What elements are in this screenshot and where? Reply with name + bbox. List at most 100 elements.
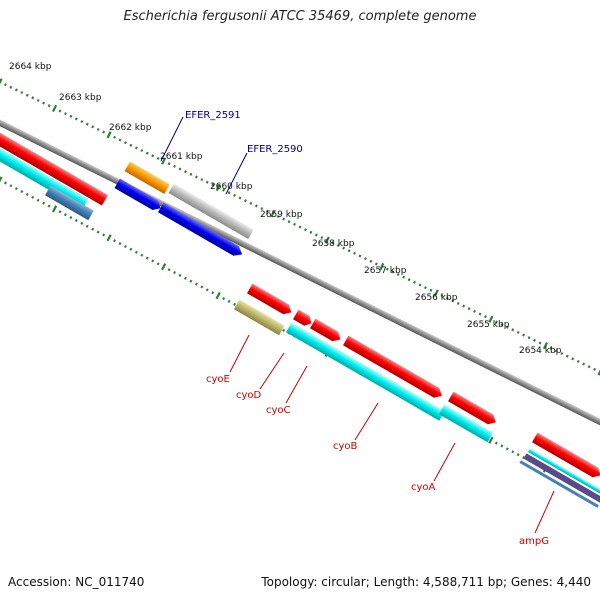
minor-tick: [113, 239, 116, 243]
major-tick: [379, 262, 385, 271]
tick-label: 2656 kbp: [415, 293, 458, 303]
minor-tick: [189, 279, 193, 283]
feature-cyan-2: [439, 404, 493, 443]
minor-tick: [233, 193, 236, 197]
minor-tick: [58, 210, 62, 214]
minor-tick: [124, 244, 127, 249]
minor-tick: [287, 220, 291, 224]
minor-tick: [533, 338, 536, 342]
minor-tick: [74, 218, 78, 222]
accession-value: NC_011740: [75, 575, 145, 589]
minor-tick: [145, 151, 149, 155]
minor-tick: [429, 288, 433, 292]
minor-tick: [538, 341, 542, 345]
minor-tick: [42, 201, 46, 205]
minor-tick: [522, 456, 526, 460]
minor-tick: [587, 365, 591, 369]
gene-label-cyod: cyoD: [236, 390, 262, 401]
minor-tick: [238, 196, 242, 200]
leader-line: [225, 152, 248, 195]
minor-tick: [96, 230, 100, 234]
tick-label: 2658 kbp: [312, 239, 355, 249]
minor-tick: [42, 101, 46, 105]
minor-tick: [522, 333, 526, 337]
minor-tick: [254, 204, 258, 208]
minor-tick: [85, 122, 89, 126]
minor-tick: [336, 243, 340, 247]
topology-label: Topology:: [261, 575, 318, 589]
minor-tick: [25, 192, 29, 196]
feature-red-5: [448, 391, 496, 425]
minor-tick: [364, 257, 367, 261]
minor-tick: [31, 96, 35, 100]
minor-tick: [342, 246, 346, 250]
minor-tick: [173, 270, 176, 275]
minor-tick: [178, 167, 182, 171]
gene-labels: EFER_2591 EFER_2590 cyoE cyoD cyoC cyoB …: [185, 110, 549, 547]
minor-tick: [140, 253, 144, 257]
tick-label: 2659 kbp: [260, 210, 303, 220]
minor-tick: [265, 209, 269, 213]
minor-tick: [244, 199, 247, 203]
minor-tick: [80, 221, 84, 225]
outer-tick-ring: [0, 78, 600, 376]
tick-label: 2661 kbp: [160, 152, 203, 162]
minor-tick: [156, 262, 160, 266]
minor-tick: [549, 346, 553, 350]
minor-tick: [505, 325, 509, 329]
minor-tick: [320, 236, 324, 240]
minor-tick: [47, 204, 51, 208]
genes-label: Genes:: [510, 575, 553, 589]
minor-tick: [358, 254, 362, 258]
minor-tick: [500, 323, 504, 327]
minor-tick: [9, 184, 13, 188]
feature-blue-cds: [158, 202, 243, 256]
minor-tick: [527, 336, 531, 340]
minor-tick: [151, 154, 155, 158]
minor-tick: [233, 302, 236, 306]
minor-tick: [96, 127, 100, 131]
minor-tick: [211, 183, 215, 187]
leader-line: [160, 116, 184, 162]
tick-label: 2663 kbp: [59, 93, 102, 103]
length-label: Length:: [373, 575, 420, 589]
minor-tick: [113, 135, 116, 139]
minor-tick: [129, 143, 133, 147]
tick-label: 2657 kbp: [364, 266, 407, 276]
minor-tick: [134, 250, 138, 254]
major-tick: [51, 205, 58, 213]
minor-tick: [118, 138, 122, 142]
gene-label-efer-2590: EFER_2590: [247, 144, 303, 155]
minor-tick: [58, 109, 62, 113]
minor-tick: [9, 85, 13, 89]
minor-tick: [69, 216, 73, 220]
minor-tick: [118, 242, 122, 246]
minor-tick: [102, 233, 106, 237]
minor-tick: [167, 162, 171, 166]
feature-olive: [234, 299, 285, 336]
minor-tick: [91, 125, 95, 129]
feature-red-2: [293, 309, 312, 326]
minor-tick: [347, 249, 351, 253]
minor-tick: [511, 450, 515, 454]
minor-tick: [565, 354, 569, 358]
minor-tick: [402, 275, 406, 279]
leader-line: [259, 352, 285, 390]
minor-tick: [194, 175, 198, 179]
minor-tick: [184, 170, 187, 174]
minor-tick: [494, 320, 498, 324]
minor-tick: [484, 315, 487, 319]
leader-line: [534, 490, 555, 534]
tick-label: 2664 kbp: [9, 62, 52, 72]
minor-tick: [205, 180, 209, 184]
feature-left-steel: [45, 185, 94, 221]
major-tick: [488, 315, 494, 323]
feature-red-4: [343, 335, 442, 398]
major-tick: [161, 263, 167, 271]
minor-tick: [189, 172, 193, 176]
minor-tick: [36, 98, 40, 102]
minor-tick: [451, 299, 455, 303]
major-tick: [52, 104, 58, 112]
major-tick: [215, 291, 221, 300]
minor-tick: [129, 247, 133, 251]
